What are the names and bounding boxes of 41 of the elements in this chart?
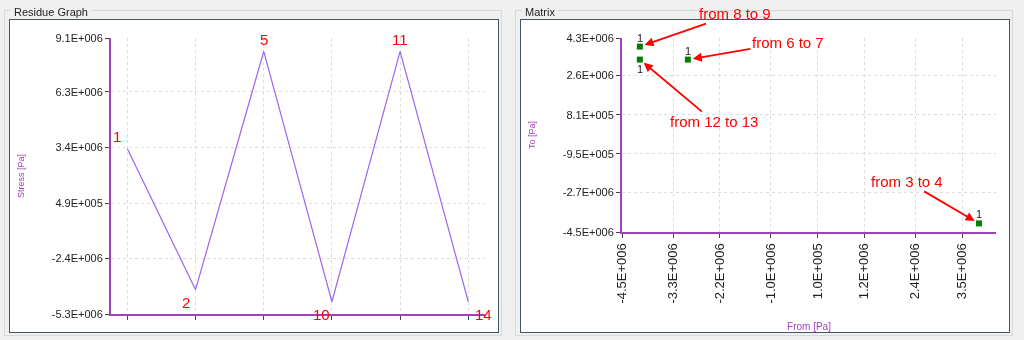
x-axis-title: From [Pa] bbox=[787, 321, 832, 332]
annotation: 14 bbox=[475, 306, 492, 323]
y-tick-label: 3.4E+006 bbox=[55, 141, 103, 154]
y-tick-label: 4.9E+005 bbox=[55, 196, 103, 209]
x-tick-label: 1.2E+006 bbox=[856, 243, 872, 300]
annotation: 1 bbox=[637, 63, 644, 75]
point bbox=[636, 56, 643, 63]
chart-title: Residue Graph bbox=[11, 6, 91, 18]
y-axis-title: Stress [Pa] bbox=[15, 153, 26, 199]
y-tick-label: -2.4E+006 bbox=[51, 252, 103, 265]
annotation: 5 bbox=[260, 31, 269, 48]
y-tick-label: 2.6E+006 bbox=[566, 69, 614, 82]
x-tick-label: -1.0E+006 bbox=[762, 243, 778, 304]
annotation: from 8 to 9 bbox=[699, 5, 771, 22]
y-tick-label: 6.3E+006 bbox=[55, 85, 103, 98]
annotation: 11 bbox=[392, 31, 408, 48]
annotation: from 3 to 4 bbox=[871, 173, 943, 190]
x-tick-label: 1.0E+005 bbox=[809, 243, 825, 300]
y-tick-label: -9.5E+005 bbox=[562, 147, 614, 160]
annotation: 2 bbox=[182, 294, 191, 311]
point bbox=[636, 43, 643, 50]
chart-title: Matrix bbox=[522, 6, 558, 18]
annotation: 1 bbox=[976, 208, 983, 220]
x-tick-label: -2.2E+006 bbox=[711, 243, 727, 304]
x-tick-label: 3.5E+006 bbox=[954, 243, 970, 300]
y-tick-label: 9.1E+006 bbox=[55, 31, 103, 44]
y-axis-title: To [Pa] bbox=[526, 120, 537, 150]
point bbox=[976, 220, 982, 227]
annotation: from 12 to 13 bbox=[670, 113, 759, 130]
annotation: 1 bbox=[637, 32, 644, 44]
annotation: 1 bbox=[113, 128, 122, 145]
annotation: from 6 to 7 bbox=[752, 34, 824, 51]
y-tick-label: 8.1E+005 bbox=[566, 108, 614, 121]
annotation: 1 bbox=[685, 45, 692, 57]
y-tick-label: -4.5E+006 bbox=[562, 225, 614, 238]
x-tick-label: -3.3E+006 bbox=[665, 243, 681, 304]
x-tick-label: 2.4E+006 bbox=[907, 243, 923, 300]
y-tick-label: 4.3E+006 bbox=[566, 31, 614, 44]
y-tick-label: -2.7E+006 bbox=[562, 186, 614, 199]
y-tick-label: -5.3E+006 bbox=[51, 307, 103, 320]
point bbox=[684, 56, 691, 63]
